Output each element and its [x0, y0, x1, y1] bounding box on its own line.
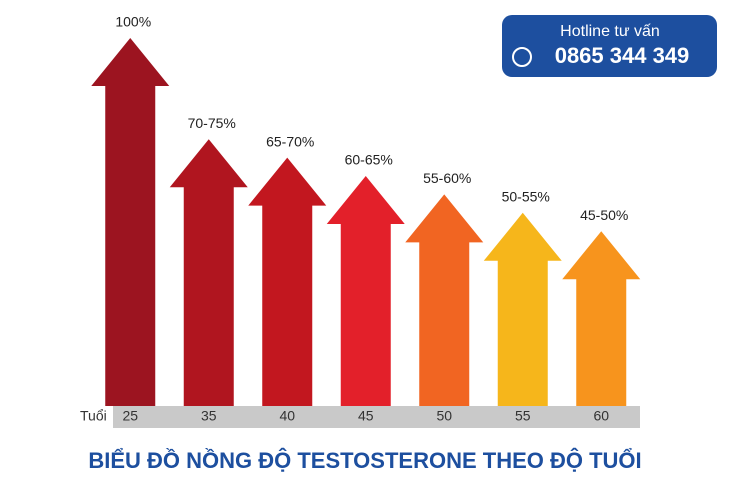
arrow-bar	[248, 157, 327, 406]
x-axis-strip	[113, 406, 640, 428]
x-tick-label: 50	[436, 408, 452, 424]
value-label: 55-60%	[423, 170, 471, 186]
hotline-bg[interactable]	[502, 15, 717, 77]
hotline-number[interactable]: 0865 344 349	[555, 43, 690, 68]
arrow-bar	[91, 38, 170, 406]
x-tick-label: 45	[358, 408, 374, 424]
arrow-bar	[562, 231, 641, 406]
x-axis-label: Tuổi	[80, 408, 107, 424]
arrow-bar	[326, 176, 405, 406]
arrow-bar	[405, 194, 484, 406]
value-label: 50-55%	[502, 189, 550, 205]
arrow-bar	[169, 139, 248, 406]
x-tick-label: 55	[515, 408, 531, 424]
value-label: 70-75%	[188, 115, 236, 131]
hotline-box[interactable]: Hotline tư vấn 0865 344 349	[502, 15, 717, 77]
hotline-label[interactable]: Hotline tư vấn	[560, 23, 660, 40]
x-tick-label: 40	[279, 408, 295, 424]
x-tick-label: 25	[122, 408, 138, 424]
value-label: 65-70%	[266, 133, 314, 149]
chart-title: BIỂU ĐỒ NỒNG ĐỘ TESTOSTERONE THEO ĐỘ TUỔ…	[88, 448, 641, 473]
value-label: 100%	[115, 14, 151, 30]
value-label: 45-50%	[580, 207, 628, 223]
arrow-bar	[483, 212, 562, 406]
value-label: 60-65%	[345, 152, 393, 168]
x-tick-label: 60	[593, 408, 609, 424]
phone-icon	[512, 47, 532, 67]
x-tick-label: 35	[201, 408, 217, 424]
